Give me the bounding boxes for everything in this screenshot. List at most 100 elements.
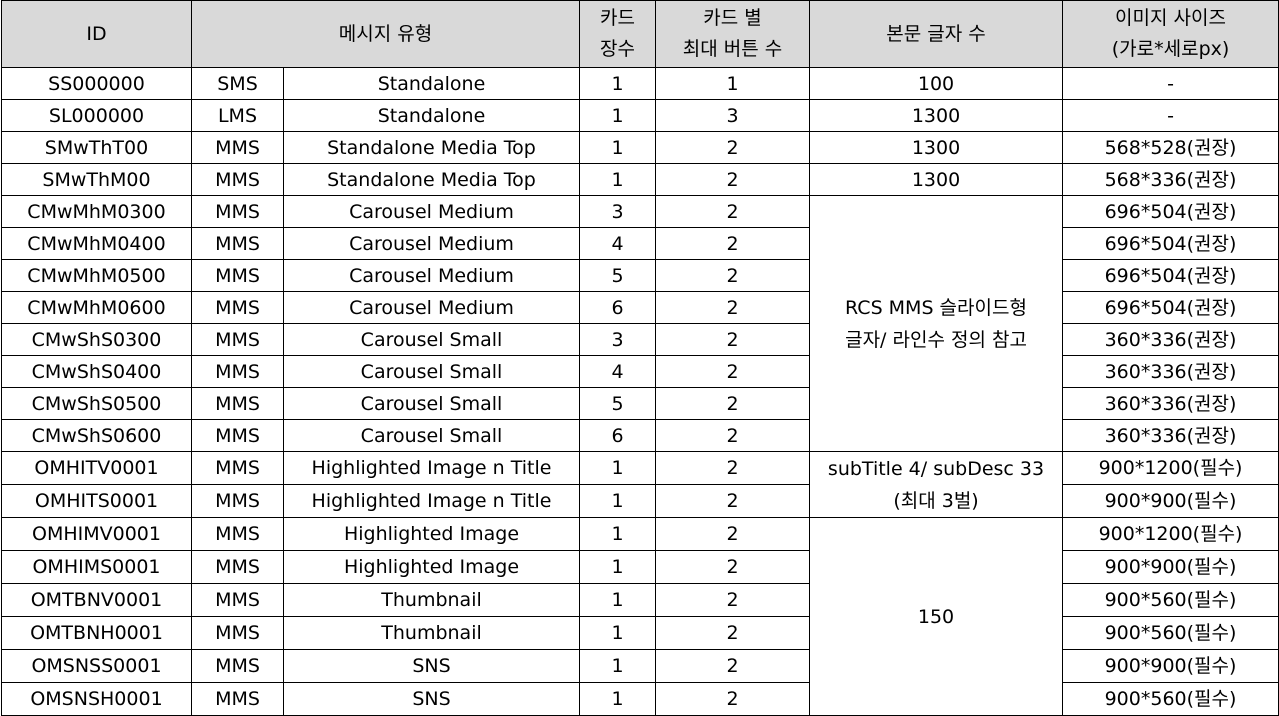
cell-name: Carousel Medium [282, 227, 581, 260]
cell-image-size: 360*336(권장) [1062, 387, 1279, 420]
cell-kind: MMS [191, 649, 284, 683]
cell-kind: MMS [191, 131, 284, 164]
carousel-note-line2: 글자/ 라인수 정의 참고 [845, 328, 1027, 351]
cell-buttons: 2 [655, 682, 811, 716]
table-row: OMHITV0001 MMS Highlighted Image n Title 1 2… [1, 451, 1279, 518]
table-row: CMwMhM0600 MMS Carousel Medium 6 2 696*504(권장… [1, 291, 1279, 324]
cell-id: SS000000 [1, 67, 192, 100]
cell-id: OMHIMV0001 [1, 517, 192, 551]
table-row: SS000000 SMS Standalone 1 1 100- [1, 67, 1279, 100]
cell-image-size: 696*504(권장) [1062, 259, 1279, 292]
cell-id: OMSNSS0001 [1, 649, 192, 683]
cell-buttons: 2 [655, 387, 811, 420]
cell-buttons: 2 [655, 259, 811, 292]
header-image-size-line1: 이미지 사이즈 [1115, 7, 1226, 29]
cell-name: Carousel Medium [282, 259, 581, 292]
cell-image-size: - [1062, 67, 1279, 100]
cell-name: Carousel Small [282, 323, 581, 356]
cell-image-size: - [1062, 99, 1279, 132]
cell-name: SNS [282, 649, 581, 683]
table-row: OMSNSH0001 MMS SNS 1 2 900*560(필수) [1, 682, 1279, 716]
cell-name: Thumbnail [282, 616, 581, 650]
cell-cards: 1 [579, 484, 657, 518]
table-row: CMwMhM0400 MMS Carousel Medium 4 2 696*504(권장… [1, 227, 1279, 260]
cell-cards: 1 [579, 583, 657, 617]
cell-kind: MMS [191, 355, 284, 388]
table-row: SL000000 LMS Standalone 1 3 1300- [1, 99, 1279, 132]
cell-id: SMwThM00 [1, 163, 192, 196]
cell-name: Carousel Small [282, 355, 581, 388]
cell-buttons: 2 [655, 291, 811, 324]
cell-buttons: 2 [655, 323, 811, 356]
cell-name: Highlighted Image [282, 517, 581, 551]
cell-cards: 1 [579, 163, 657, 196]
cell-name: Highlighted Image [282, 550, 581, 584]
cell-id: OMTBNV0001 [1, 583, 192, 617]
header-max-buttons-line1: 카드 별 [703, 7, 762, 29]
header-card-count-line2: 장수 [600, 38, 635, 60]
cell-name: Highlighted Image n Title [282, 484, 581, 518]
cell-id: CMwShS0300 [1, 323, 192, 356]
cell-id: CMwMhM0400 [1, 227, 192, 260]
cell-image-size: 360*336(권장) [1062, 355, 1279, 388]
header-image-size: 이미지 사이즈 (가로*세로px) [1062, 0, 1279, 68]
cell-image-size: 900*560(필수) [1062, 682, 1279, 716]
header-id: ID [1, 0, 192, 68]
cell-kind: MMS [191, 163, 284, 196]
cell-image-size: 900*1200(필수) [1062, 451, 1279, 485]
cell-kind: SMS [191, 67, 284, 100]
cell-kind: MMS [191, 517, 284, 551]
cell-body-chars-carousel: RCS MMS 슬라이드형 글자/ 라인수 정의 참고 [809, 195, 1064, 452]
cell-name: Carousel Medium [282, 195, 581, 228]
cell-id: OMSNSH0001 [1, 682, 192, 716]
cell-buttons: 2 [655, 484, 811, 518]
cell-image-size: 900*900(필수) [1062, 649, 1279, 683]
cell-name: Thumbnail [282, 583, 581, 617]
highlighted-title-note-line1: subTitle 4/ subDesc 33 [827, 457, 1045, 480]
cell-image-size: 900*900(필수) [1062, 484, 1279, 518]
cell-image-size: 900*900(필수) [1062, 550, 1279, 584]
cell-kind: MMS [191, 195, 284, 228]
cell-body-chars-highlighted-title: subTitle 4/ subDesc 33 (최대 3벌) [809, 451, 1064, 518]
cell-id: CMwShS0400 [1, 355, 192, 388]
cell-id: CMwShS0600 [1, 419, 192, 452]
cell-buttons: 2 [655, 163, 811, 196]
cell-kind: MMS [191, 583, 284, 617]
cell-cards: 1 [579, 682, 657, 716]
table-row: OMSNSS0001 MMS SNS 1 2 900*900(필수) [1, 649, 1279, 683]
header-body-chars: 본문 글자 수 [809, 0, 1064, 68]
cell-image-size: 696*504(권장) [1062, 227, 1279, 260]
cell-kind: MMS [191, 227, 284, 260]
header-image-size-line2: (가로*세로px) [1111, 38, 1230, 60]
cell-id: OMTBNH0001 [1, 616, 192, 650]
cell-id: SMwThT00 [1, 131, 192, 164]
header-card-count-line1: 카드 [600, 7, 635, 29]
cell-buttons: 2 [655, 195, 811, 228]
table-row: CMwShS0300 MMS Carousel Small 3 2 360*336(권장) [1, 323, 1279, 356]
cell-kind: MMS [191, 323, 284, 356]
cell-body-chars: 1300 [809, 99, 1064, 132]
cell-kind: MMS [191, 484, 284, 518]
cell-name: Standalone Media Top [282, 131, 581, 164]
cell-name: Standalone [282, 99, 581, 132]
table-row: OMHIMV0001 MMS Highlighted Image 1 2 150 900*1… [1, 517, 1279, 716]
table-row: CMwShS0400 MMS Carousel Small 4 2 360*336(권장) [1, 355, 1279, 388]
cell-cards: 6 [579, 419, 657, 452]
cell-buttons: 2 [655, 419, 811, 452]
cell-kind: MMS [191, 550, 284, 584]
cell-buttons: 2 [655, 550, 811, 584]
cell-cards: 1 [579, 517, 657, 551]
table-row: OMHITS0001 MMS Highlighted Image n Title 1 2… [1, 484, 1279, 518]
cell-cards: 1 [579, 451, 657, 485]
table-row: OMHIMS0001 MMS Highlighted Image 1 2 900*900(… [1, 550, 1279, 584]
cell-name: Standalone Media Top [282, 163, 581, 196]
table-body: SS000000 SMS Standalone 1 1 100- SL000000 LMS St… [1, 67, 1279, 716]
cell-id: CMwMhM0600 [1, 291, 192, 324]
cell-buttons: 2 [655, 451, 811, 485]
cell-cards: 1 [579, 67, 657, 100]
cell-cards: 3 [579, 323, 657, 356]
cell-image-size: 900*1200(필수) [1062, 517, 1279, 551]
cell-buttons: 3 [655, 99, 811, 132]
cell-cards: 1 [579, 616, 657, 650]
